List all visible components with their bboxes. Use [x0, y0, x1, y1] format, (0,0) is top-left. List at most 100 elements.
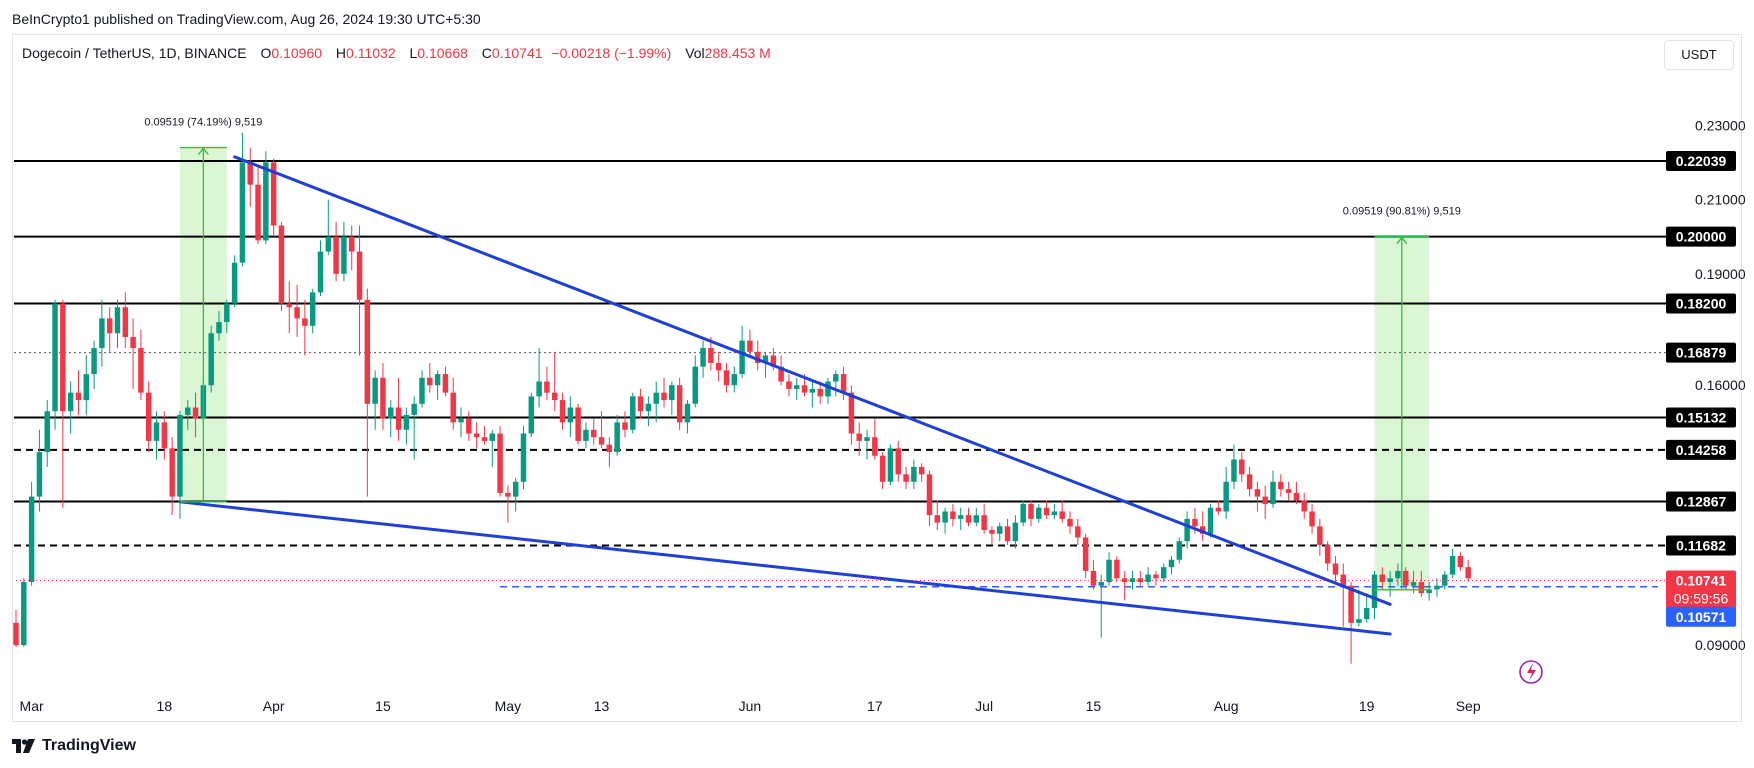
event-marker[interactable] [1519, 660, 1543, 684]
candle-body-76 [606, 444, 613, 453]
candle-body-84 [669, 385, 675, 401]
candle-body-155 [1223, 481, 1229, 512]
support-price-badge [1666, 606, 1736, 627]
candle-body-23 [192, 407, 199, 419]
candle-body-12 [106, 318, 113, 334]
measurement-arrowhead-0 [197, 147, 209, 155]
candle-body-80 [637, 396, 644, 412]
candle-body-105 [833, 374, 839, 382]
candle-body-41 [333, 236, 339, 274]
candle-body-64 [512, 481, 519, 497]
candle-body-75 [598, 437, 605, 445]
candle-body-62 [497, 433, 503, 493]
axes: 0.23000 0.21000 0.19000 0.16000 0.09000 0.220… [20, 117, 1746, 714]
candle-body-131 [1036, 507, 1042, 519]
candle-body-78 [622, 422, 628, 430]
candles [13, 132, 1471, 664]
candle-body-32 [263, 162, 269, 241]
candle-body-31 [255, 184, 261, 241]
close-value: 0.10741 [491, 45, 543, 61]
candle-body-30 [247, 162, 253, 185]
tradingview-logo[interactable]: TradingView [12, 737, 136, 755]
candle-body-56 [450, 392, 456, 423]
x-tick-label-8: Jul [975, 698, 993, 714]
x-tick-label-4: May [495, 698, 521, 714]
symbol-name: Dogecoin / TetherUS, 1D, BINANCE [22, 45, 247, 61]
candle-body-34 [278, 225, 285, 304]
candle-body-178 [1403, 570, 1409, 586]
support-price-label: 0.10571 [1676, 609, 1727, 625]
level-badge-label-1: 0.20000 [1676, 229, 1727, 245]
candle-body-96 [762, 355, 769, 363]
candle-body-48 [388, 407, 394, 419]
candle-body-17 [145, 392, 152, 441]
candle-body-163 [1285, 489, 1292, 493]
candle-body-125 [989, 530, 995, 534]
lightning-icon[interactable] [1527, 663, 1536, 681]
level-badge-6 [1666, 491, 1736, 512]
candle-body-129 [1020, 504, 1026, 523]
current-price-label: 0.10741 [1676, 572, 1727, 588]
candle-body-160 [1262, 496, 1268, 505]
candle-body-21 [177, 414, 183, 497]
candle-body-16 [138, 348, 144, 393]
candle-body-108 [856, 433, 862, 441]
candle-body-58 [466, 418, 472, 434]
candle-body-146 [1153, 574, 1159, 579]
candle-body-63 [505, 492, 511, 497]
candle-body-82 [653, 392, 659, 404]
candle-body-0 [13, 622, 19, 646]
currency-button[interactable]: USDT [1664, 40, 1734, 70]
candle-body-118 [934, 515, 941, 523]
candle-body-47 [380, 377, 386, 419]
price-chart[interactable]: 0.09519 (74.19%) 9,519 0.09519 (90.81%) 9… [0, 0, 1754, 730]
candle-body-38 [309, 292, 316, 326]
candle-body-86 [684, 403, 691, 423]
trendlines[interactable] [178, 155, 1392, 636]
candle-body-27 [224, 303, 230, 323]
x-tick-label-12: Sep [1456, 698, 1481, 714]
candle-body-81 [645, 403, 652, 412]
candle-body-106 [840, 374, 847, 393]
candle-body-50 [403, 414, 410, 430]
candle-body-140 [1106, 559, 1112, 583]
candle-body-185 [1457, 556, 1464, 568]
candle-body-6 [60, 303, 66, 412]
candle-body-87 [692, 366, 698, 404]
candle-body-99 [786, 381, 792, 389]
candle-body-154 [1215, 507, 1222, 512]
candle-body-177 [1395, 570, 1401, 579]
level-badge-0 [1666, 150, 1736, 171]
candle-body-89 [708, 348, 714, 363]
candle-body-112 [887, 448, 894, 482]
candle-body-147 [1160, 567, 1167, 579]
candle-body-120 [950, 511, 956, 519]
candle-body-166 [1309, 511, 1315, 527]
candle-body-174 [1371, 574, 1378, 609]
candle-body-102 [809, 388, 816, 393]
level-badge-label-7: 0.11682 [1676, 538, 1726, 554]
candle-body-145 [1145, 574, 1151, 583]
candle-body-128 [1012, 522, 1019, 542]
candle-body-72 [575, 407, 581, 441]
candle-body-26 [216, 322, 222, 334]
level-badge-2 [1666, 293, 1736, 314]
x-tick-label-3: 15 [375, 698, 391, 714]
candle-body-109 [864, 437, 870, 441]
candle-body-53 [427, 377, 433, 386]
tradingview-icon [12, 739, 35, 753]
level-badge-3 [1666, 342, 1736, 363]
candle-body-94 [747, 340, 753, 352]
candle-body-39 [317, 251, 324, 293]
high-value: 0.11032 [346, 45, 396, 61]
x-tick-label-6: Jun [739, 698, 762, 714]
countdown-label: 09:59:56 [1674, 590, 1729, 606]
lightning-icon-ring[interactable] [1519, 660, 1543, 684]
candle-body-152 [1200, 526, 1206, 534]
level-badge-label-2: 0.18200 [1676, 296, 1727, 312]
candle-body-113 [895, 448, 901, 475]
candle-body-172 [1356, 619, 1362, 623]
candle-body-134 [1059, 511, 1065, 519]
candle-body-149 [1176, 541, 1183, 560]
candle-body-100 [794, 385, 800, 389]
